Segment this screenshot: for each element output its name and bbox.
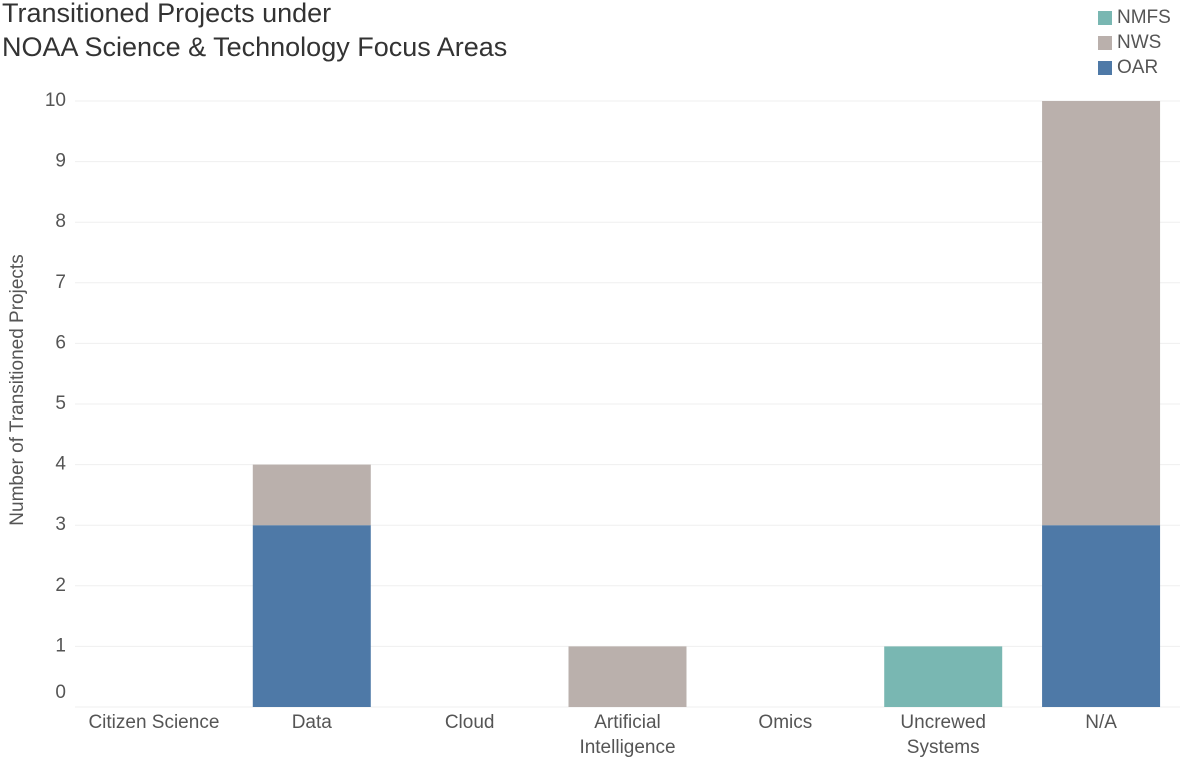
y-tick-label: 6 (55, 332, 66, 353)
x-tick-label: Omics (758, 712, 813, 733)
y-tick-label: 1 (55, 635, 66, 656)
x-tick-label: N/A (1085, 712, 1117, 733)
legend-label: NMFS (1117, 7, 1171, 28)
y-tick-label: 4 (55, 454, 66, 475)
x-tick-label: Artificial Intelligence (579, 712, 676, 758)
chart-title: Transitioned Projects under (2, 0, 331, 28)
legend-swatch (1098, 61, 1112, 75)
y-tick-label: 3 (55, 514, 66, 535)
y-axis-label: Number of Transitioned Projects (7, 254, 28, 525)
x-tick-label: Data (291, 712, 332, 733)
legend-swatch (1098, 11, 1112, 25)
legend-swatch (1098, 36, 1112, 50)
legend-label: NWS (1117, 32, 1161, 53)
x-tick-label: Citizen Science (88, 712, 220, 733)
bar-segment (252, 464, 371, 526)
bar-segment (1042, 101, 1161, 526)
legend-label: OAR (1117, 57, 1158, 78)
chart-title: NOAA Science & Technology Focus Areas (2, 32, 507, 62)
bar-segment (1042, 525, 1161, 707)
y-tick-label: 8 (55, 211, 66, 232)
y-tick-label: 2 (55, 575, 66, 596)
x-tick-label: Uncrewed Systems (900, 712, 986, 758)
bar-segment (884, 646, 1003, 707)
x-tick-label: Cloud (444, 712, 495, 733)
y-tick-label: 10 (45, 90, 66, 111)
y-tick-label: 5 (55, 393, 66, 414)
y-tick-label: 0 (55, 682, 66, 703)
bar-segment (568, 646, 687, 707)
y-tick-label: 7 (55, 272, 66, 293)
bar-segment (252, 525, 371, 707)
y-tick-label: 9 (55, 151, 66, 172)
